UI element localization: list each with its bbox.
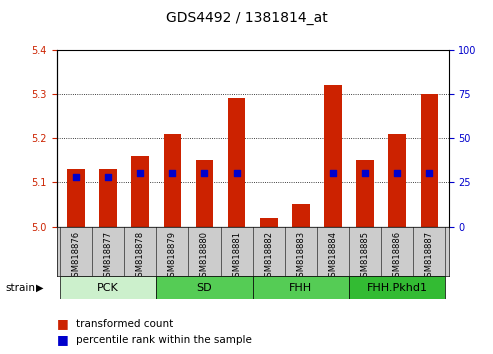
Text: GSM818877: GSM818877 — [104, 230, 112, 282]
Text: PCK: PCK — [97, 282, 119, 293]
Point — [169, 171, 176, 176]
Bar — [99, 169, 117, 227]
Bar — [67, 169, 85, 227]
Bar — [421, 94, 438, 227]
Text: GSM818886: GSM818886 — [393, 230, 402, 282]
Bar — [164, 134, 181, 227]
Point — [361, 171, 369, 176]
Point — [233, 171, 241, 176]
Bar — [260, 218, 278, 227]
Text: GSM818879: GSM818879 — [168, 230, 177, 281]
Text: GSM818884: GSM818884 — [328, 230, 338, 281]
Text: GSM818887: GSM818887 — [425, 230, 434, 282]
Text: GSM818880: GSM818880 — [200, 230, 209, 281]
Bar — [292, 205, 310, 227]
Point — [201, 171, 209, 176]
Bar — [156, 276, 253, 299]
Text: GSM818876: GSM818876 — [71, 230, 80, 282]
Bar — [324, 85, 342, 227]
Text: strain: strain — [5, 283, 35, 293]
Text: ■: ■ — [57, 318, 69, 330]
Point — [136, 171, 144, 176]
Text: ■: ■ — [57, 333, 69, 346]
Point — [425, 171, 433, 176]
Text: transformed count: transformed count — [76, 319, 174, 329]
Text: percentile rank within the sample: percentile rank within the sample — [76, 335, 252, 345]
Bar — [132, 156, 149, 227]
Text: ▶: ▶ — [35, 283, 43, 293]
Bar — [356, 160, 374, 227]
Point — [393, 171, 401, 176]
Text: FHH.Pkhd1: FHH.Pkhd1 — [367, 282, 428, 293]
Text: FHH: FHH — [289, 282, 313, 293]
Text: GSM818883: GSM818883 — [296, 230, 305, 282]
Bar — [228, 98, 246, 227]
Text: SD: SD — [197, 282, 212, 293]
Bar — [60, 276, 156, 299]
Text: GSM818878: GSM818878 — [136, 230, 145, 282]
Bar — [349, 276, 445, 299]
Text: GSM818885: GSM818885 — [360, 230, 370, 281]
Text: GDS4492 / 1381814_at: GDS4492 / 1381814_at — [166, 11, 327, 25]
Text: GSM818881: GSM818881 — [232, 230, 241, 281]
Point — [329, 171, 337, 176]
Point — [104, 174, 112, 180]
Bar — [388, 134, 406, 227]
Text: GSM818882: GSM818882 — [264, 230, 273, 281]
Point — [72, 174, 80, 180]
Bar — [196, 160, 213, 227]
Bar — [253, 276, 349, 299]
